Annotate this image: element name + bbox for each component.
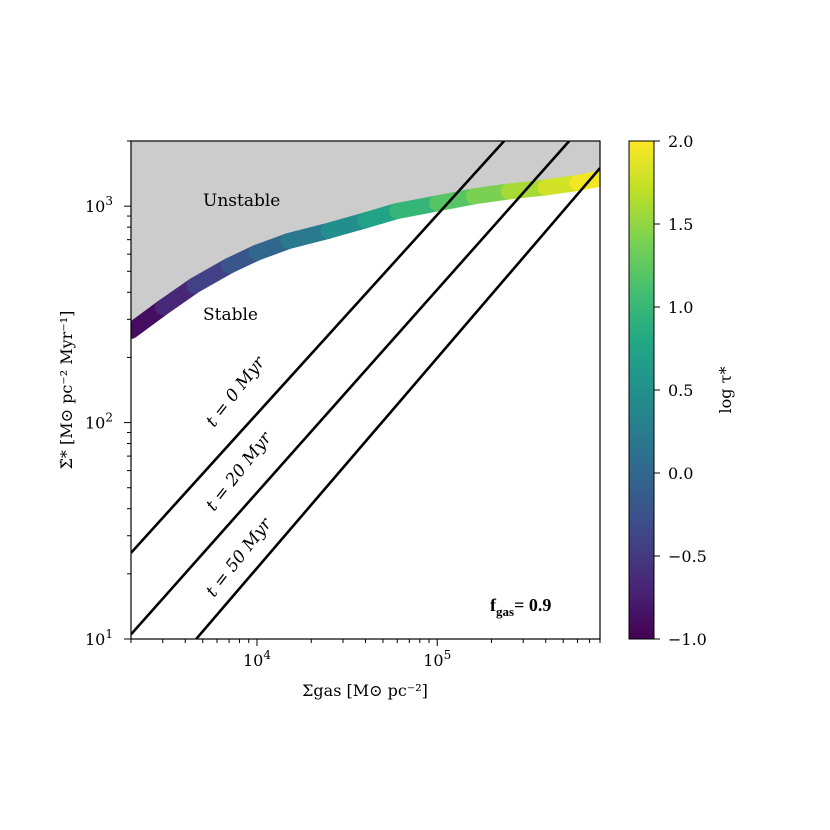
time-line-2 [195,167,600,639]
x-axis-ticks: 104 105 [130,639,601,670]
fgas-value: = 0.9 [514,595,551,615]
stable-label: Stable [203,305,258,325]
y-axis-label: Σ̇* [M⊙ pc⁻² Myr⁻¹] [57,311,76,470]
y-axis-ticks: 101 102 103 [85,140,131,649]
colorbar-tick-label: 0.0 [668,464,693,483]
unstable-region [131,141,600,331]
time-line-0 [131,141,506,554]
colorbar-tick-label: 1.5 [668,215,693,234]
fgas-symbol: f [490,595,497,615]
colorbar-ticks: 2.0 1.5 1.0 0.5 0.0 −0.5 −1.0 [654,132,707,649]
colorbar-tick-label: 2.0 [668,132,693,151]
colorbar-tick-label: 1.0 [668,298,693,317]
colorbar-gradient [629,141,654,639]
colorbar-label: log τ* [716,367,735,414]
x-tick-label: 104 [243,648,271,670]
line-label-t0: t = 0 Myr [202,352,270,431]
time-lines [131,141,600,639]
x-tick-label: 105 [423,648,451,670]
colorbar-tick-label: −0.5 [668,547,707,566]
y-tick-label: 102 [85,411,113,433]
unstable-label: Unstable [203,191,280,211]
y-tick-label: 103 [85,194,113,216]
y-tick-label: 101 [85,627,113,649]
line-label-t20: t = 20 Myr [202,428,276,515]
time-line-1 [131,141,571,636]
x-axis-label: Σgas [M⊙ pc⁻²] [302,681,428,700]
fgas-annotation: fgas= 0.9 [490,595,551,619]
fgas-subscript: gas [496,604,514,619]
colorbar-tick-label: −1.0 [668,630,707,649]
colorbar-tick-label: 0.5 [668,381,693,400]
